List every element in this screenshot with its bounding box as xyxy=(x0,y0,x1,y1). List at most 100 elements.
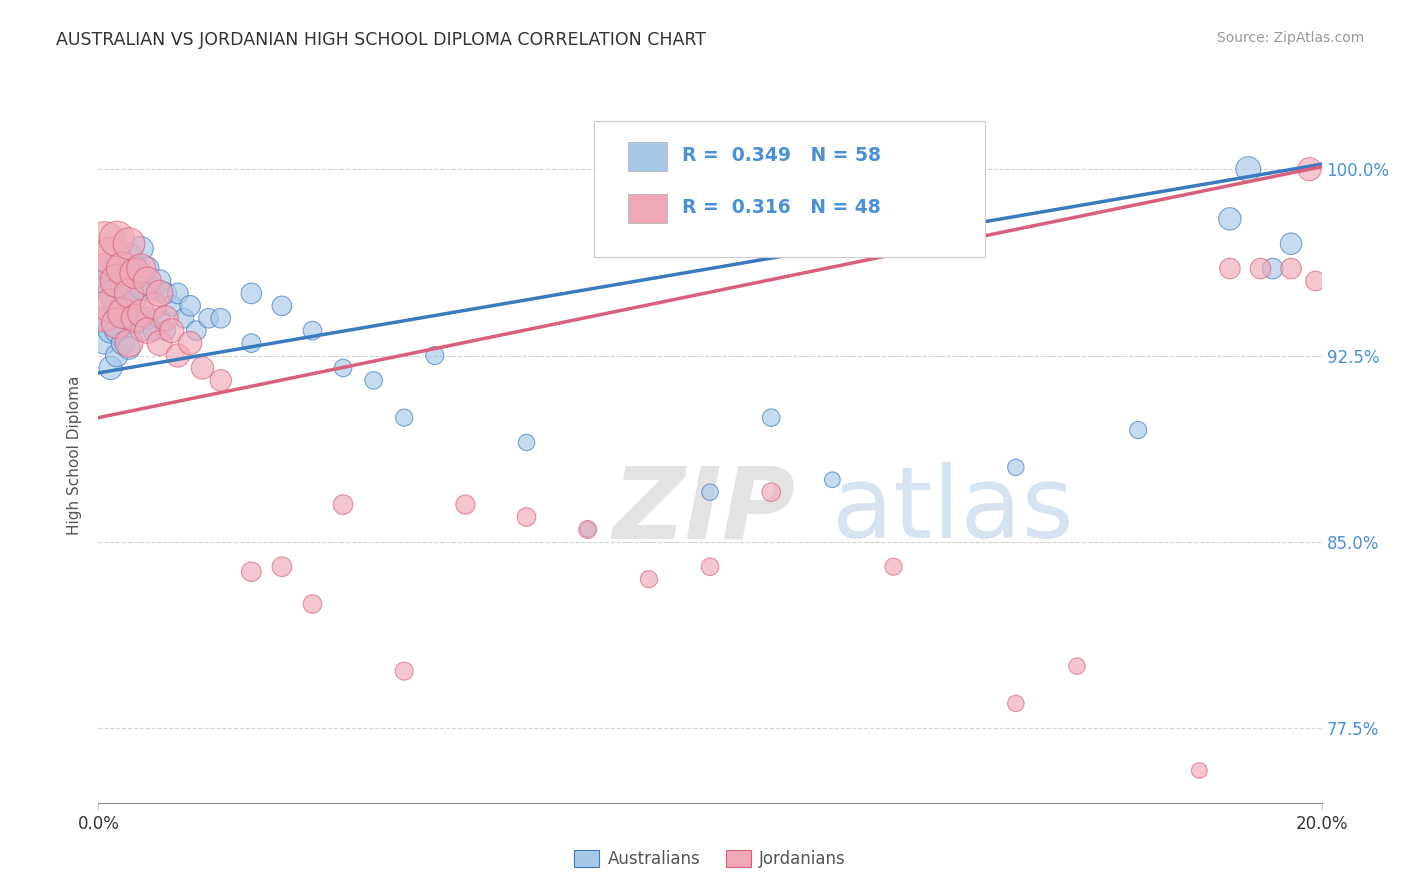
Point xyxy=(1066,659,1088,673)
Point xyxy=(136,324,159,338)
Point xyxy=(105,232,128,246)
Point xyxy=(129,242,152,256)
Point xyxy=(100,249,122,263)
Point xyxy=(142,281,165,295)
Point xyxy=(100,360,122,375)
Point xyxy=(118,286,141,301)
Point xyxy=(209,311,232,326)
Point xyxy=(301,324,323,338)
Point xyxy=(191,360,214,375)
Point xyxy=(209,373,232,387)
Point xyxy=(516,510,538,524)
Point xyxy=(105,316,128,330)
Point xyxy=(197,311,219,326)
Point xyxy=(93,267,115,281)
Bar xyxy=(628,194,668,223)
Point xyxy=(118,336,141,351)
Y-axis label: High School Diploma: High School Diploma xyxy=(67,376,83,534)
Point xyxy=(160,299,183,313)
Point xyxy=(240,565,263,579)
Point xyxy=(142,299,165,313)
Point xyxy=(1237,162,1260,177)
Text: R =  0.349   N = 58: R = 0.349 N = 58 xyxy=(682,146,882,165)
Point xyxy=(105,349,128,363)
Point xyxy=(149,311,172,326)
Point xyxy=(699,485,721,500)
Point xyxy=(93,311,115,326)
Point xyxy=(1249,261,1271,276)
Point xyxy=(883,559,905,574)
Point xyxy=(1004,697,1026,711)
Point xyxy=(1004,460,1026,475)
Point xyxy=(100,261,122,276)
Point xyxy=(149,274,172,288)
Point xyxy=(105,324,128,338)
Point xyxy=(111,336,134,351)
Point xyxy=(155,324,177,338)
Point xyxy=(759,485,782,500)
Point xyxy=(821,473,844,487)
Point xyxy=(155,286,177,301)
Point xyxy=(167,286,190,301)
Point xyxy=(160,324,183,338)
Point xyxy=(699,559,721,574)
Point xyxy=(118,311,141,326)
Point xyxy=(124,261,146,276)
Point xyxy=(270,559,292,574)
Point xyxy=(124,267,146,281)
Point xyxy=(1298,162,1320,177)
Point xyxy=(100,324,122,338)
Point xyxy=(124,316,146,330)
Point xyxy=(149,286,172,301)
Point xyxy=(100,299,122,313)
Point xyxy=(576,523,599,537)
Point xyxy=(129,281,152,295)
Point xyxy=(111,299,134,313)
Point xyxy=(186,324,208,338)
Point xyxy=(392,664,416,678)
Point xyxy=(1305,274,1327,288)
Point xyxy=(93,306,115,320)
Point xyxy=(332,498,354,512)
Point xyxy=(118,341,141,355)
Point xyxy=(155,311,177,326)
Point xyxy=(363,373,385,387)
Point xyxy=(423,349,446,363)
Point xyxy=(1219,261,1241,276)
Point xyxy=(111,274,134,288)
FancyBboxPatch shape xyxy=(593,121,986,257)
Point xyxy=(173,311,195,326)
Point xyxy=(454,498,477,512)
Point xyxy=(142,324,165,338)
Point xyxy=(118,249,141,263)
Point xyxy=(149,336,172,351)
Point xyxy=(301,597,323,611)
Point xyxy=(129,306,152,320)
Text: AUSTRALIAN VS JORDANIAN HIGH SCHOOL DIPLOMA CORRELATION CHART: AUSTRALIAN VS JORDANIAN HIGH SCHOOL DIPL… xyxy=(56,31,706,49)
Point xyxy=(1128,423,1150,437)
Point xyxy=(167,349,190,363)
Point xyxy=(637,572,661,586)
Point xyxy=(136,311,159,326)
Point xyxy=(105,299,128,313)
Point xyxy=(1188,764,1211,778)
Point xyxy=(118,236,141,251)
Point xyxy=(759,410,782,425)
Point xyxy=(93,274,115,288)
Point xyxy=(124,311,146,326)
Point xyxy=(93,236,115,251)
Point xyxy=(100,286,122,301)
Legend: Australians, Jordanians: Australians, Jordanians xyxy=(568,843,852,874)
Point xyxy=(576,523,599,537)
Point xyxy=(111,306,134,320)
Point xyxy=(124,291,146,305)
Point xyxy=(392,410,416,425)
Point xyxy=(93,336,115,351)
Point xyxy=(179,336,201,351)
Point xyxy=(1219,211,1241,226)
Point xyxy=(240,286,263,301)
Point xyxy=(118,286,141,301)
Point xyxy=(111,261,134,276)
Point xyxy=(1261,261,1284,276)
Point xyxy=(129,261,152,276)
